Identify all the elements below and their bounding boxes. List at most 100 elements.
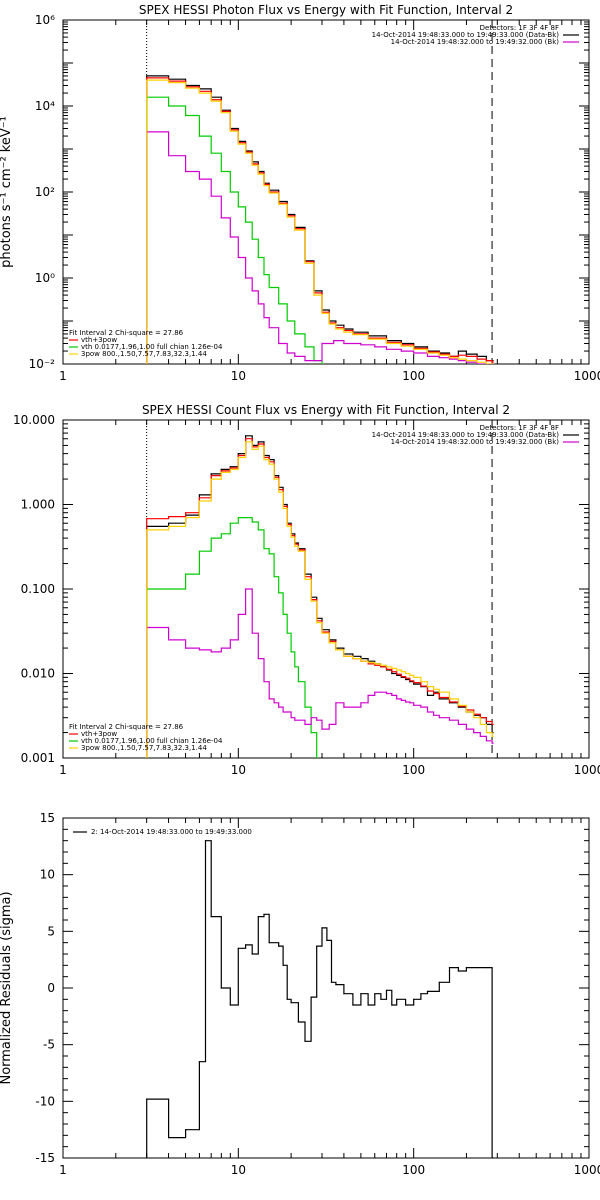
- data-point: [426, 352, 429, 354]
- data-point: [237, 206, 239, 208]
- data-point: [310, 717, 312, 719]
- data-point: [473, 732, 475, 734]
- data-point: [198, 92, 200, 94]
- data-point: [491, 1157, 493, 1158]
- data-point: [146, 529, 148, 531]
- data-point: [263, 185, 265, 187]
- data-point: [198, 550, 200, 552]
- data-point: [304, 360, 306, 362]
- data-point: [286, 711, 288, 713]
- data-point: [330, 981, 333, 983]
- data-point: [476, 358, 478, 360]
- data-point: [367, 1004, 369, 1006]
- y-tick-label: 0.001: [21, 751, 55, 765]
- chart-panel-1: SPEX HESSI Photon Flux vs Energy with Fi…: [0, 3, 600, 383]
- data-point: [385, 666, 388, 668]
- data-point: [479, 735, 481, 738]
- data-point: [286, 352, 288, 354]
- y-tick-label: 10⁻²: [29, 357, 56, 371]
- data-point: [210, 152, 212, 154]
- data-point: [457, 723, 459, 726]
- data-point: [485, 360, 487, 362]
- data-point: [485, 363, 487, 364]
- data-point: [268, 327, 270, 329]
- data-point: [328, 642, 330, 644]
- data-point: [220, 112, 222, 114]
- data-point: [335, 328, 337, 330]
- data-point: [220, 217, 222, 219]
- data-point: [438, 698, 440, 700]
- data-point: [385, 668, 388, 670]
- legend-entry: 3pow 800.,1.50,7.57,7.83,32.3,1.44: [81, 350, 207, 358]
- data-point: [210, 478, 212, 480]
- data-point: [294, 719, 296, 721]
- y-axis-label: photons s⁻¹ cm⁻² keV⁻¹: [0, 116, 14, 268]
- data-point: [290, 536, 292, 538]
- data-point: [278, 706, 280, 708]
- data-point: [251, 290, 253, 292]
- y-tick-label: 10⁶: [35, 13, 55, 27]
- plot-frame: [62, 817, 590, 1159]
- data-point: [405, 672, 407, 675]
- data-point: [251, 953, 253, 955]
- data-point: [251, 238, 253, 240]
- data-point: [198, 1061, 200, 1063]
- data-point: [294, 666, 296, 668]
- data-point: [385, 989, 388, 991]
- data-point: [168, 525, 170, 528]
- data-point: [374, 346, 376, 348]
- legend-entry: Fit Interval 2 Chi-square = 27.86: [69, 329, 184, 337]
- data-point: [146, 79, 148, 81]
- series-line: [146, 588, 494, 758]
- data-point: [333, 340, 335, 342]
- legend-entry: vth 0.0177,1.96,1.00 full chian 1.26e-04: [81, 737, 223, 745]
- data-point: [198, 497, 200, 499]
- data-point: [229, 466, 231, 468]
- data-point: [245, 221, 247, 223]
- data-point: [310, 996, 312, 998]
- data-point: [413, 682, 415, 684]
- data-point: [396, 698, 398, 700]
- data-point: [220, 471, 222, 473]
- data-point: [400, 350, 402, 352]
- data-point: [438, 691, 440, 693]
- legend-entry: Detectors: 1F 3F 4F 8F: [480, 424, 559, 432]
- data-point: [297, 1021, 299, 1023]
- data-point: [438, 696, 440, 699]
- data-point: [343, 993, 345, 995]
- data-point: [278, 203, 280, 205]
- data-point: [413, 998, 415, 1000]
- data-point: [380, 664, 382, 666]
- data-point: [316, 757, 318, 758]
- x-tick-label: 100: [402, 369, 425, 383]
- data-point: [321, 632, 323, 634]
- data-point: [257, 443, 259, 445]
- data-point: [210, 100, 212, 102]
- data-point: [237, 613, 239, 616]
- data-point: [438, 717, 440, 719]
- data-point: [310, 732, 312, 734]
- y-tick-label: 1.000: [21, 498, 55, 512]
- data-point: [229, 639, 231, 641]
- data-point: [448, 358, 451, 360]
- chart-panel-3: Normalized Residuals (sigma)1101001000-1…: [0, 811, 600, 1177]
- data-point: [457, 354, 459, 356]
- data-point: [491, 742, 493, 744]
- data-point: [465, 711, 467, 713]
- data-point: [257, 658, 259, 660]
- data-point: [491, 363, 493, 364]
- data-point: [210, 537, 212, 539]
- data-point: [426, 694, 429, 697]
- data-point: [251, 448, 253, 450]
- x-tick-label: 10: [231, 1163, 246, 1177]
- y-tick-label: 10²: [35, 185, 55, 199]
- data-point: [168, 82, 170, 84]
- data-point: [367, 694, 369, 697]
- x-tick-label: 100: [402, 763, 425, 777]
- series-line: [146, 131, 494, 364]
- data-point: [420, 685, 422, 687]
- data-point: [491, 723, 493, 726]
- y-tick-label: -10: [35, 1094, 55, 1108]
- data-point: [374, 663, 376, 665]
